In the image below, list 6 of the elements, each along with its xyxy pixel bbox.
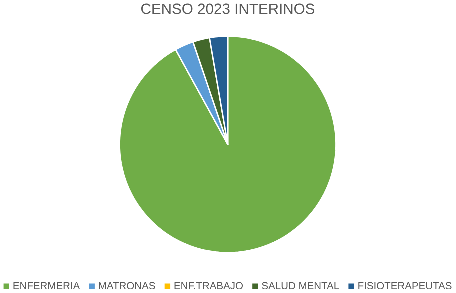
legend-label: SALUD MENTAL (262, 282, 340, 290)
chart-title: CENSO 2023 INTERINOS (142, 4, 315, 14)
legend-label: ENFERMERIA (14, 282, 80, 290)
legend-label: ENF.TRABAJO (174, 282, 243, 290)
legend-label: FISIOTERAPEUTAS (358, 282, 452, 290)
legend-label: MATRONAS (99, 282, 156, 290)
